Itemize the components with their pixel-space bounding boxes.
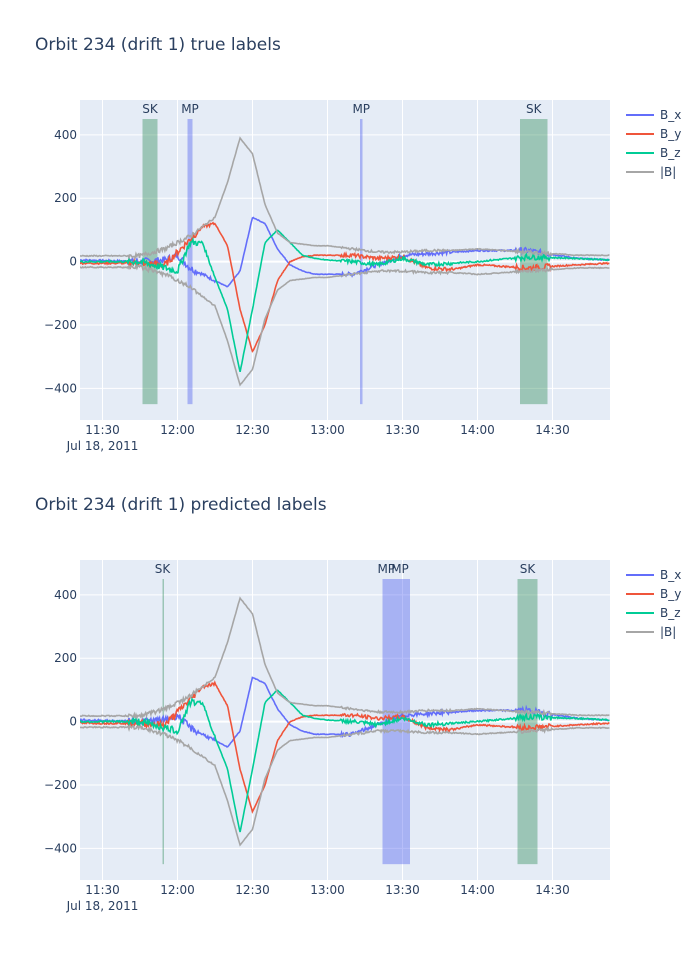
x-tick-label: 11:30 bbox=[85, 423, 120, 437]
legend-entry: B_y bbox=[660, 127, 681, 141]
y-tick-label: −200 bbox=[44, 778, 77, 792]
chart-title: Orbit 234 (drift 1) predicted labels bbox=[35, 495, 327, 515]
x-tick-label: 14:00 bbox=[460, 423, 495, 437]
series-line-mirror bbox=[80, 263, 610, 387]
region-sk-band bbox=[517, 579, 538, 865]
chart-title: Orbit 234 (drift 1) true labels bbox=[35, 35, 281, 55]
series-line-mirror bbox=[80, 724, 610, 847]
series-line-3 bbox=[80, 596, 610, 720]
region-label: SK bbox=[142, 102, 159, 116]
x-tick-label: 14:30 bbox=[535, 423, 570, 437]
chart-panel-2: Orbit 234 (drift 1) predicted labels SK MP… bbox=[35, 495, 681, 913]
x-date-label: Jul 18, 2011 bbox=[66, 439, 139, 453]
x-tick-label: 12:30 bbox=[235, 883, 270, 897]
region-label: MP bbox=[377, 562, 395, 576]
region-label: MP bbox=[181, 102, 199, 116]
x-tick-label: 12:00 bbox=[160, 423, 195, 437]
legend-entry: |B| bbox=[660, 165, 676, 179]
legend-entry: B_x bbox=[660, 568, 681, 582]
x-tick-label: 12:00 bbox=[160, 883, 195, 897]
chart-panel-1: Orbit 234 (drift 1) true labels SK MP MP SK −… bbox=[35, 35, 681, 453]
y-tick-label: −200 bbox=[44, 318, 77, 332]
region-mp-band bbox=[187, 119, 193, 405]
legend-entry: |B| bbox=[660, 625, 676, 639]
region-label: SK bbox=[526, 102, 543, 116]
x-date-label: Jul 18, 2011 bbox=[66, 899, 139, 913]
x-tick-label: 13:30 bbox=[385, 883, 420, 897]
y-tick-label: −400 bbox=[44, 381, 77, 395]
region-mp-band bbox=[390, 579, 410, 865]
x-tick-label: 13:30 bbox=[385, 423, 420, 437]
region-label: MP bbox=[352, 102, 370, 116]
x-tick-label: 14:00 bbox=[460, 883, 495, 897]
x-tick-label: 13:00 bbox=[310, 423, 345, 437]
legend-entry: B_z bbox=[660, 606, 681, 620]
region-label: SK bbox=[155, 562, 172, 576]
y-tick-label: 400 bbox=[54, 128, 77, 142]
series-line-3 bbox=[80, 136, 610, 261]
y-tick-label: −400 bbox=[44, 841, 77, 855]
x-tick-label: 14:30 bbox=[535, 883, 570, 897]
legend-entry: B_z bbox=[660, 146, 681, 160]
series-line-2 bbox=[80, 229, 610, 372]
legend-entry: B_y bbox=[660, 587, 681, 601]
region-mp-band bbox=[360, 119, 363, 405]
y-tick-label: 400 bbox=[54, 588, 77, 602]
x-tick-label: 13:00 bbox=[310, 883, 345, 897]
x-tick-label: 11:30 bbox=[85, 883, 120, 897]
y-tick-label: 200 bbox=[54, 651, 77, 665]
y-tick-label: 0 bbox=[69, 255, 77, 269]
region-sk-band bbox=[520, 119, 548, 405]
y-tick-label: 0 bbox=[69, 715, 77, 729]
region-label: SK bbox=[520, 562, 537, 576]
region-label: MP bbox=[391, 562, 409, 576]
series-line-2 bbox=[80, 689, 610, 833]
legend-entry: B_x bbox=[660, 108, 681, 122]
y-tick-label: 200 bbox=[54, 191, 77, 205]
x-tick-label: 12:30 bbox=[235, 423, 270, 437]
